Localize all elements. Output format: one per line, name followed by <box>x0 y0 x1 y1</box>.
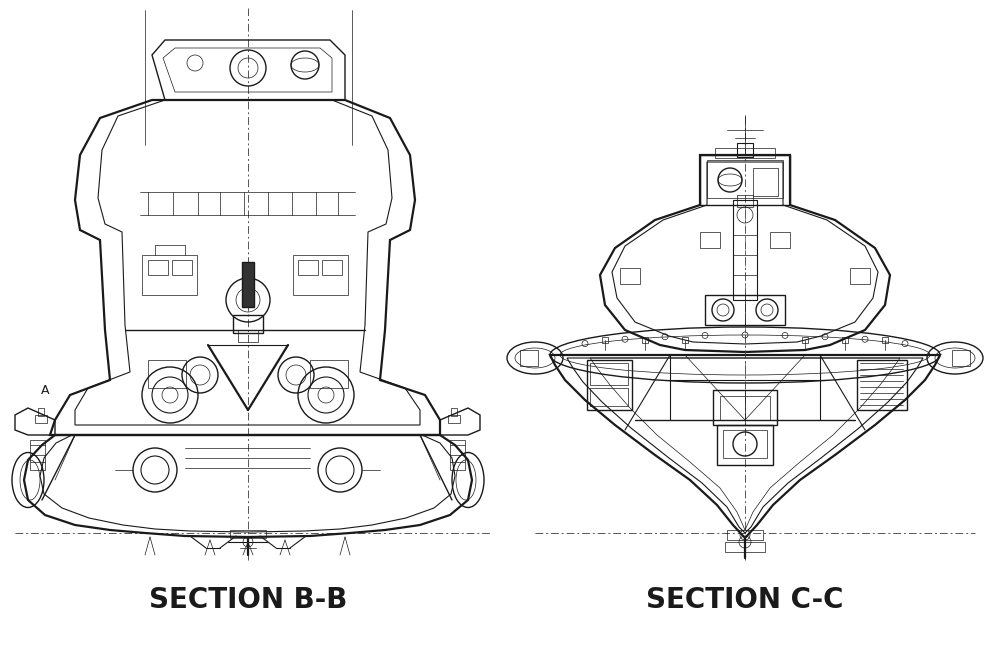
Bar <box>737 195 753 207</box>
Bar <box>148 260 168 275</box>
Bar <box>590 363 628 385</box>
Bar <box>587 360 632 410</box>
Bar <box>850 268 870 284</box>
Bar <box>952 350 970 366</box>
Bar <box>713 390 777 425</box>
Bar <box>882 337 888 343</box>
Bar <box>148 360 186 388</box>
Bar <box>230 530 266 538</box>
Bar <box>450 440 465 470</box>
Bar <box>733 200 757 300</box>
Bar <box>172 260 192 275</box>
Bar <box>35 415 47 423</box>
Bar <box>717 425 773 465</box>
Bar <box>642 337 648 343</box>
Bar <box>602 337 608 343</box>
Bar <box>842 337 848 343</box>
Bar <box>448 415 460 423</box>
Bar <box>298 260 318 275</box>
Bar <box>770 232 790 248</box>
Bar <box>857 360 907 410</box>
Bar <box>310 360 348 388</box>
Bar <box>322 260 342 275</box>
Bar <box>737 143 753 157</box>
Bar <box>233 315 263 333</box>
Bar <box>520 350 538 366</box>
Bar <box>725 542 765 552</box>
Text: SECTION C-C: SECTION C-C <box>646 586 844 614</box>
Bar <box>142 255 197 295</box>
Bar <box>753 168 778 196</box>
Bar <box>727 530 763 540</box>
Bar <box>38 408 44 416</box>
Bar <box>620 268 640 284</box>
Bar <box>723 430 767 458</box>
Bar <box>802 337 808 343</box>
Bar <box>720 396 770 420</box>
Bar <box>590 388 628 406</box>
Bar <box>682 337 688 343</box>
Bar <box>242 262 254 307</box>
Bar <box>705 295 785 325</box>
Bar <box>30 440 45 470</box>
Bar <box>293 255 348 295</box>
Bar <box>238 330 258 342</box>
Bar <box>715 148 775 158</box>
Text: SECTION B-B: SECTION B-B <box>149 586 347 614</box>
Bar <box>700 155 790 205</box>
Text: A: A <box>41 384 49 396</box>
Bar <box>451 408 457 416</box>
Bar <box>700 232 720 248</box>
Bar <box>707 160 783 198</box>
